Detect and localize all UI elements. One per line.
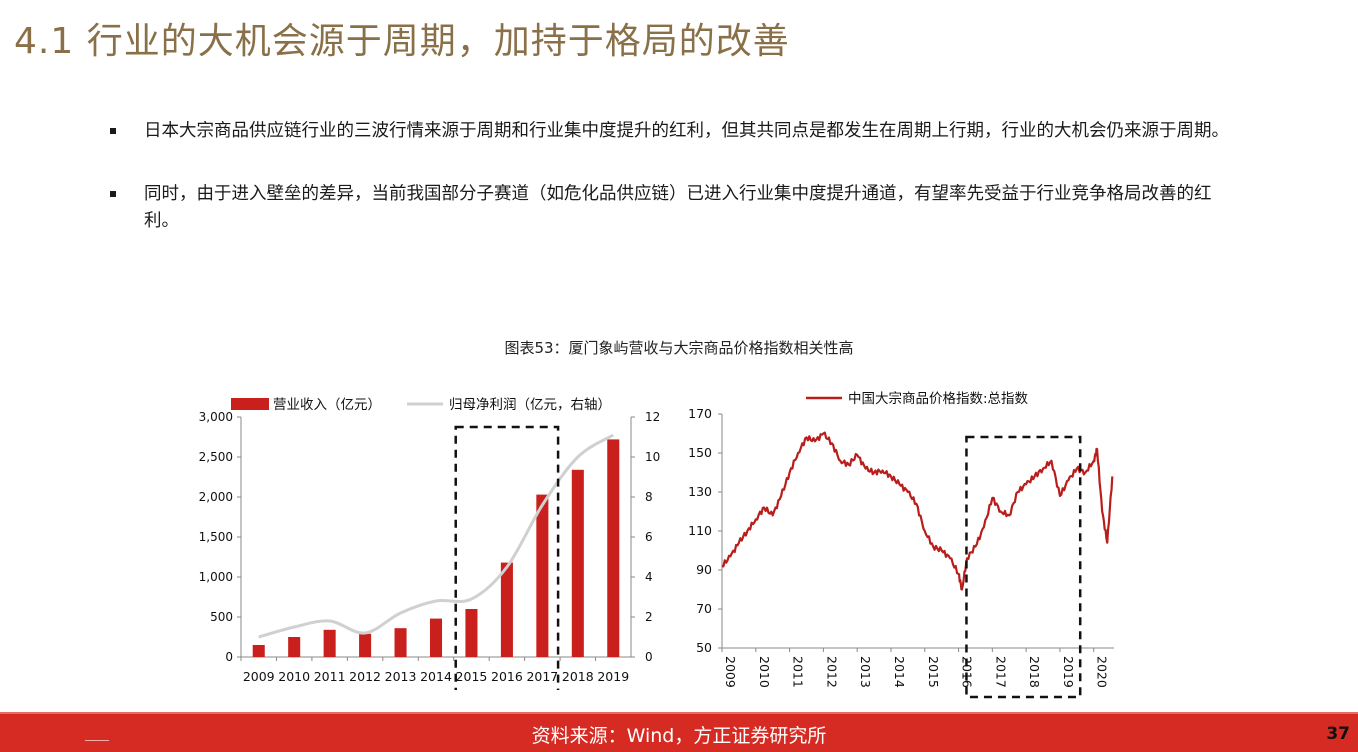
bullet-marker [110, 128, 116, 134]
revenue-bar [252, 645, 265, 657]
x-tick-label: 2011 [791, 656, 806, 688]
bullet-list: 日本大宗商品供应链行业的三波行情来源于周期和行业集中度提升的红利，但其共同点是都… [110, 118, 1230, 271]
y-tick-label: 170 [688, 406, 712, 421]
x-tick-label: 2019 [1061, 656, 1076, 688]
legend-label-index: 中国大宗商品价格指数:总指数 [848, 391, 1029, 407]
revenue-bar [394, 628, 407, 657]
x-tick-label: 2015 [456, 669, 488, 684]
y-tick-label: 110 [688, 523, 712, 538]
x-tick-label: 2011 [314, 669, 346, 684]
legend-label-profit: 归母净利润（亿元，右轴） [449, 396, 611, 413]
x-tick-label: 2013 [858, 656, 873, 688]
y2-tick-label: 2 [645, 610, 653, 624]
revenue-bar [500, 562, 513, 657]
y-tick-label: 2,000 [199, 490, 233, 504]
page-number: 37 [1326, 724, 1350, 744]
revenue-profit-chart: 0 500 1,000 1,500 2,000 2,500 3,000 0 2 4 6 8 10 12 20… [199, 396, 660, 690]
revenue-bar [359, 633, 372, 657]
x-tick-label: 2015 [926, 656, 941, 688]
y-tick-label: 2,500 [199, 450, 233, 464]
revenue-bar [323, 629, 336, 657]
highlight-box [454, 425, 560, 690]
legend-swatch-revenue [231, 398, 269, 410]
x-tick-label: 2016 [491, 669, 523, 684]
x-tick-label: 2014 [420, 669, 452, 684]
x-tick-label: 2018 [562, 669, 594, 684]
bullet-item: 日本大宗商品供应链行业的三波行情来源于周期和行业集中度提升的红利，但其共同点是都… [110, 118, 1230, 145]
legend-label-revenue: 营业收入（亿元） [273, 397, 381, 413]
y-tick-label: 0 [225, 650, 233, 664]
bullet-marker [110, 191, 116, 197]
y-tick-label: 3,000 [199, 410, 233, 424]
revenue-bar [465, 609, 478, 657]
page-title: 4.1 行业的大机会源于周期，加持于格局的改善 [14, 21, 790, 62]
bullet-text: 日本大宗商品供应链行业的三波行情来源于周期和行业集中度提升的红利，但其共同点是都… [144, 121, 1229, 141]
y-tick-label: 500 [210, 610, 233, 624]
y2-tick-label: 0 [645, 650, 653, 664]
x-tick-label: 2017 [526, 669, 558, 684]
x-tick-label: 2012 [824, 656, 839, 688]
profit-line [258, 433, 615, 639]
y-tick-label: 1,000 [199, 570, 233, 584]
footer-divider [0, 712, 1358, 714]
figure-caption: 图表53：厦门象屿营收与大宗商品价格指数相关性高 [504, 339, 854, 357]
y2-tick-label: 10 [645, 450, 660, 464]
revenue-bar [536, 494, 549, 657]
y-tick-label: 1,500 [199, 530, 233, 544]
y2-tick-label: 4 [645, 570, 653, 584]
y2-tick-label: 6 [645, 530, 653, 544]
revenue-bar [288, 637, 301, 657]
x-tick-label: 2009 [723, 656, 738, 688]
bullet-item: 同时，由于进入壁垒的差异，当前我国部分子赛道（如危化品供应链）已进入行业集中度提… [110, 181, 1230, 235]
x-tick-label: 2013 [385, 669, 417, 684]
y-tick-label: 150 [688, 445, 712, 460]
index-line [721, 431, 1114, 591]
x-tick-label: 2019 [597, 669, 629, 684]
revenue-bar [571, 469, 584, 657]
x-tick-label: 2014 [892, 656, 907, 688]
highlight-box [965, 435, 1082, 699]
bullet-text: 同时，由于进入壁垒的差异，当前我国部分子赛道（如危化品供应链）已进入行业集中度提… [144, 184, 1212, 231]
y2-tick-label: 8 [645, 490, 653, 504]
footer-bar: 资料来源：Wind，方正证券研究所 37 [0, 714, 1358, 752]
x-tick-label: 2010 [278, 669, 310, 684]
x-tick-label: 2012 [349, 669, 381, 684]
x-tick-label: 2010 [757, 656, 772, 688]
y-tick-label: 50 [696, 640, 712, 655]
revenue-bar [607, 439, 620, 657]
commodity-index-chart: 50 70 90 110 130 150 170 2009 2010 2011 2012 2013 20… [688, 391, 1114, 699]
x-tick-label: 2017 [993, 656, 1008, 688]
footer-mark [85, 740, 109, 741]
y-tick-label: 70 [696, 601, 712, 616]
x-tick-label: 2020 [1095, 656, 1110, 688]
y2-tick-label: 12 [645, 410, 660, 424]
revenue-bar [429, 618, 443, 657]
x-tick-label: 2009 [243, 669, 275, 684]
footer-source: 资料来源：Wind，方正证券研究所 [531, 725, 827, 747]
y-tick-label: 130 [688, 484, 712, 499]
x-tick-label: 2018 [1027, 656, 1042, 688]
y-tick-label: 90 [696, 562, 712, 577]
x-tick-label: 2016 [960, 656, 975, 688]
